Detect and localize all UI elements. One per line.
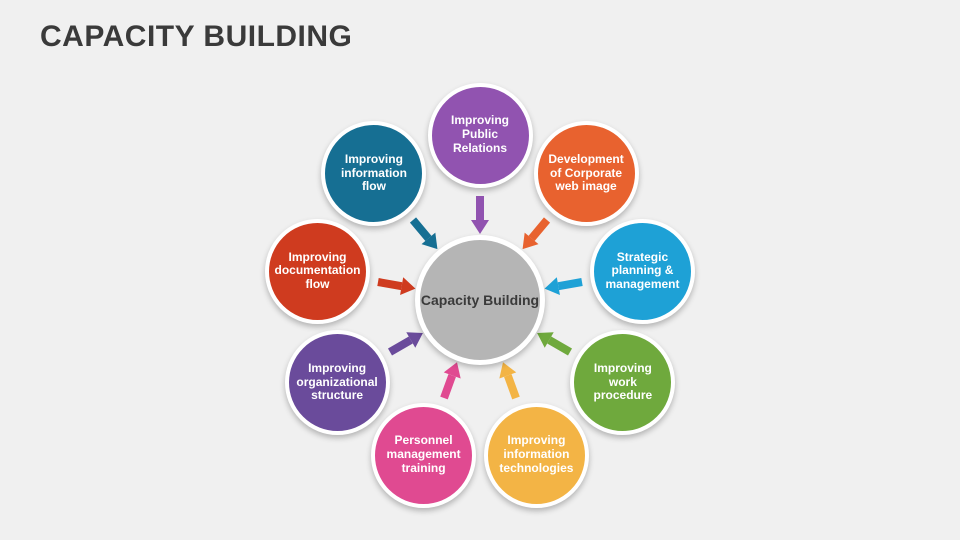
arrow-shaft [476,196,484,220]
spoke-node: Improving Public Relations [428,83,533,188]
arrow-shaft [388,337,413,356]
spoke-node: Development of Corporate web image [534,121,639,226]
spoke-label: Improving information technologies [496,434,577,475]
spoke-label: Improving Public Relations [440,114,521,155]
spoke-label: Improving organizational structure [296,362,377,403]
spoke-node: Improving information technologies [484,403,589,508]
hub-label: Capacity Building [421,292,539,308]
arrow-shaft [558,278,583,290]
arrow-shaft [547,337,572,356]
hub-circle: Capacity Building [415,235,545,365]
spoke-node: Strategic planning & management [590,219,695,324]
spoke-label: Improving documentation flow [275,251,361,292]
arrow-shaft [377,278,402,290]
arrow-head-icon [400,277,417,297]
spoke-node: Personnel management training [371,403,476,508]
arrow-shaft [441,374,457,399]
spoke-node: Improving information flow [321,121,426,226]
radial-diagram: Capacity Building Improving Public Relati… [0,0,960,540]
spoke-label: Improving work procedure [582,362,663,403]
arrow-head-icon [543,277,560,297]
arrow-shaft [504,374,520,399]
spoke-label: Improving information flow [333,153,414,194]
spoke-node: Improving work procedure [570,330,675,435]
arrow-head-icon [471,220,489,234]
spoke-label: Strategic planning & management [602,251,683,292]
spoke-node: Improving documentation flow [265,219,370,324]
spoke-label: Personnel management training [383,434,464,475]
spoke-node: Improving organizational structure [285,330,390,435]
spoke-label: Development of Corporate web image [546,153,627,194]
